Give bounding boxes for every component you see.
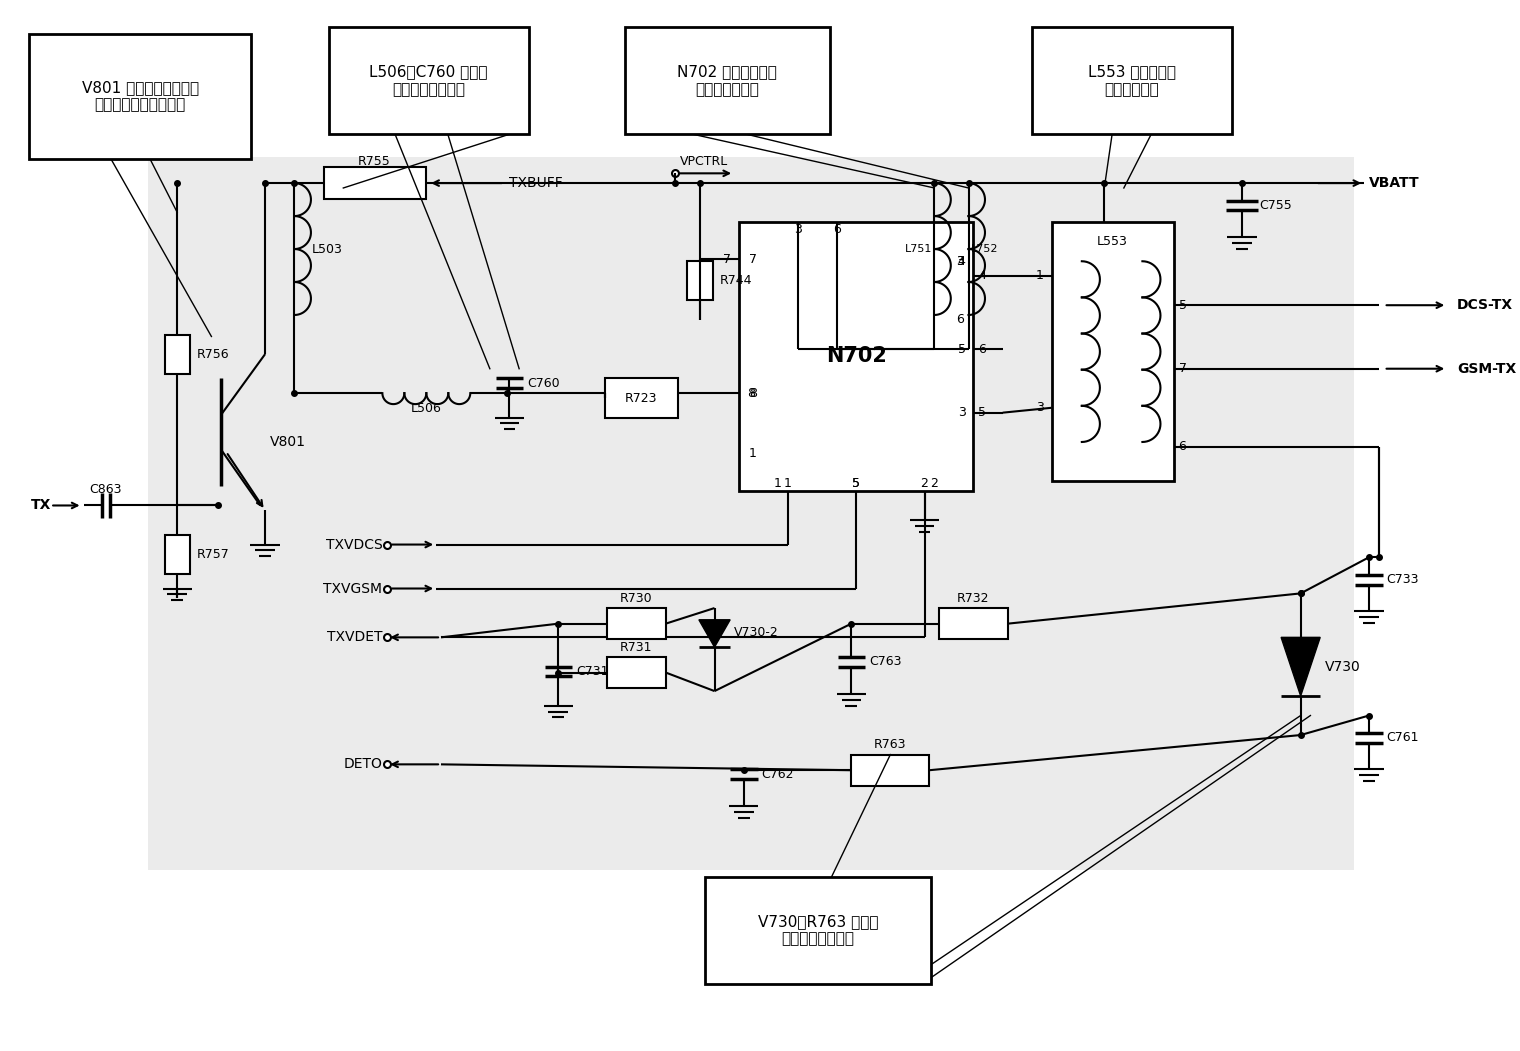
Bar — [328, 26, 529, 135]
Text: 5: 5 — [1178, 298, 1187, 312]
Polygon shape — [699, 620, 730, 647]
Bar — [705, 877, 932, 984]
Text: TXVDET: TXVDET — [327, 631, 383, 644]
Text: 3: 3 — [956, 254, 964, 268]
Text: 1: 1 — [1035, 269, 1044, 283]
Text: C762: C762 — [762, 767, 793, 781]
Text: DETO: DETO — [344, 758, 383, 771]
Text: 5: 5 — [853, 476, 860, 490]
Text: 1: 1 — [774, 476, 781, 490]
Bar — [605, 378, 678, 417]
Text: C761: C761 — [1386, 731, 1420, 744]
Text: 5: 5 — [979, 406, 986, 419]
Text: V801: V801 — [271, 435, 306, 449]
Text: 7: 7 — [724, 253, 731, 266]
Text: R755: R755 — [359, 156, 391, 168]
Text: VPCTRL: VPCTRL — [681, 156, 728, 168]
Text: 8: 8 — [746, 387, 755, 399]
Text: 5: 5 — [853, 476, 860, 490]
Text: R757: R757 — [196, 548, 230, 561]
Text: 3: 3 — [956, 254, 964, 268]
Bar — [1032, 26, 1233, 135]
Text: 2: 2 — [921, 476, 929, 490]
Text: 5: 5 — [958, 343, 965, 355]
Bar — [324, 167, 426, 199]
Text: L553 損壞、虛焊
會引起不入網: L553 損壞、虛焊 會引起不入網 — [1088, 64, 1175, 97]
Text: C863: C863 — [90, 483, 122, 496]
Text: 6: 6 — [979, 343, 986, 355]
Text: C733: C733 — [1386, 573, 1420, 586]
Bar — [164, 334, 190, 373]
Text: 8: 8 — [749, 387, 757, 399]
Text: V730、R763 開路、
虛焊會引起不入網: V730、R763 開路、 虛焊會引起不入網 — [758, 914, 879, 947]
Text: 4: 4 — [958, 254, 965, 268]
Bar — [1052, 222, 1173, 481]
Text: R731: R731 — [620, 641, 652, 654]
Text: 3: 3 — [958, 406, 965, 419]
Text: L553: L553 — [1096, 235, 1128, 248]
Bar — [851, 755, 929, 786]
Text: L503: L503 — [312, 243, 344, 255]
Text: TXBUFF: TXBUFF — [509, 177, 562, 190]
Text: C731: C731 — [576, 665, 608, 678]
Text: 6: 6 — [833, 224, 841, 236]
Text: 1: 1 — [784, 476, 792, 490]
Text: V730: V730 — [1325, 660, 1360, 674]
Text: L752: L752 — [970, 244, 999, 253]
Bar — [164, 535, 190, 574]
Text: C763: C763 — [869, 655, 901, 668]
Text: V801 及周圍元件損壞、
虛焊會引起不入網故障: V801 及周圍元件損壞、 虛焊會引起不入網故障 — [82, 80, 199, 112]
Text: 3: 3 — [793, 224, 801, 236]
Text: R763: R763 — [874, 738, 906, 751]
Text: L506、C760 開路、
虛焊會引起不入網: L506、C760 開路、 虛焊會引起不入網 — [369, 64, 488, 97]
Bar — [606, 609, 666, 639]
Text: R723: R723 — [625, 392, 658, 405]
Bar — [687, 262, 713, 301]
Text: R744: R744 — [719, 274, 752, 287]
Text: R732: R732 — [958, 592, 990, 604]
Text: 3: 3 — [1035, 401, 1044, 414]
Text: 6: 6 — [1178, 440, 1187, 453]
Bar — [606, 657, 666, 688]
Text: 2: 2 — [930, 476, 938, 490]
Text: 7: 7 — [1178, 363, 1187, 375]
Text: TX: TX — [30, 498, 52, 513]
Bar — [939, 609, 1008, 639]
Bar — [739, 222, 973, 491]
Text: R730: R730 — [620, 592, 652, 604]
Text: 1: 1 — [749, 447, 757, 460]
Text: TXVDCS: TXVDCS — [325, 537, 383, 552]
Text: V730-2: V730-2 — [734, 626, 778, 639]
Text: N702 及外圍元件損
壞會引起不入網: N702 及外圍元件損 壞會引起不入網 — [678, 64, 777, 97]
Text: VBATT: VBATT — [1370, 177, 1420, 190]
Text: N702: N702 — [825, 346, 886, 366]
Polygon shape — [1281, 637, 1321, 696]
Text: GSM-TX: GSM-TX — [1458, 362, 1517, 375]
Bar — [625, 26, 830, 135]
Text: C760: C760 — [527, 377, 559, 390]
Text: L751: L751 — [904, 244, 932, 253]
Text: 7: 7 — [749, 253, 757, 266]
Bar — [29, 34, 251, 159]
Text: TXVGSM: TXVGSM — [324, 581, 383, 596]
Text: 6: 6 — [956, 313, 964, 327]
Text: R756: R756 — [196, 348, 230, 360]
Bar — [147, 157, 1354, 870]
Text: DCS-TX: DCS-TX — [1458, 298, 1512, 312]
Text: 4: 4 — [979, 269, 986, 283]
Text: C755: C755 — [1260, 199, 1292, 212]
Text: L506: L506 — [410, 403, 442, 415]
